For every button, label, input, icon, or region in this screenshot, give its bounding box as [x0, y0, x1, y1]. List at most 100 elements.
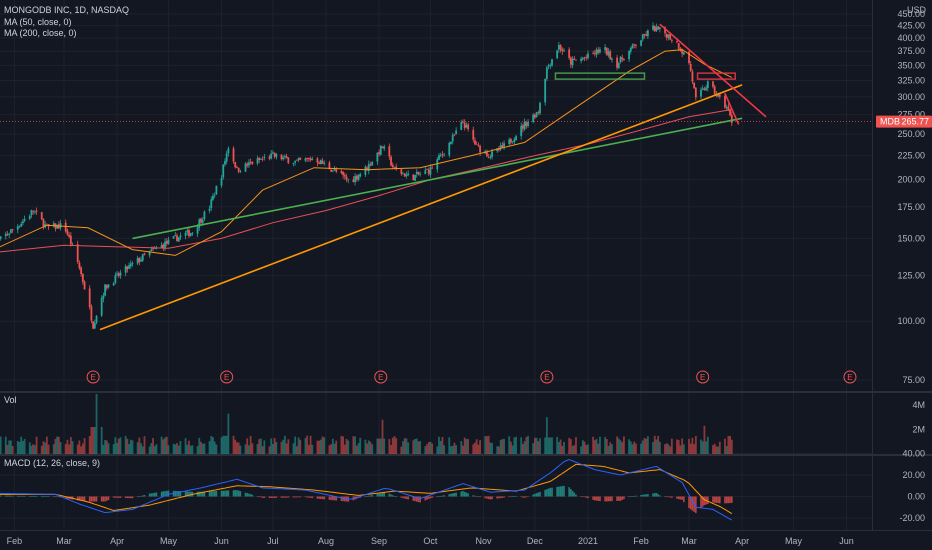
macd-histogram-bar[interactable]: [292, 496, 295, 498]
candle[interactable]: [455, 130, 458, 135]
volume-bar[interactable]: [633, 441, 636, 454]
macd-histogram-bar[interactable]: [508, 496, 511, 498]
macd-histogram-bar[interactable]: [299, 496, 302, 498]
macd-histogram-bar[interactable]: [208, 491, 211, 497]
volume-bar[interactable]: [379, 438, 382, 454]
macd-histogram-bar[interactable]: [535, 493, 538, 497]
candle[interactable]: [643, 34, 646, 36]
candle[interactable]: [689, 64, 692, 71]
macd-histogram-bar[interactable]: [489, 496, 492, 500]
macd-histogram-bar[interactable]: [573, 492, 576, 497]
volume-bar[interactable]: [549, 437, 552, 454]
candle[interactable]: [93, 323, 96, 329]
candle[interactable]: [653, 25, 656, 32]
macd-histogram-bar[interactable]: [150, 493, 153, 497]
candle[interactable]: [640, 40, 642, 46]
volume-bar[interactable]: [126, 438, 129, 454]
volume-bar[interactable]: [652, 442, 654, 454]
macd-histogram-bar[interactable]: [333, 496, 336, 501]
candle[interactable]: [667, 34, 670, 38]
macd-histogram-bar[interactable]: [426, 496, 428, 500]
candle[interactable]: [652, 25, 654, 30]
candle[interactable]: [352, 179, 355, 183]
macd-histogram-bar[interactable]: [165, 490, 168, 497]
candle[interactable]: [251, 161, 254, 165]
volume-bar[interactable]: [426, 444, 428, 454]
macd-histogram-bar[interactable]: [210, 491, 213, 497]
volume-bar[interactable]: [412, 440, 415, 454]
candle[interactable]: [88, 288, 91, 308]
macd-histogram-bar[interactable]: [520, 496, 522, 498]
candle[interactable]: [234, 162, 237, 168]
candle[interactable]: [539, 102, 541, 114]
candle[interactable]: [83, 281, 86, 290]
candle[interactable]: [438, 155, 440, 160]
macd-histogram-bar[interactable]: [515, 495, 517, 497]
volume-bar[interactable]: [234, 439, 237, 454]
macd-histogram-bar[interactable]: [282, 496, 284, 498]
candle[interactable]: [140, 259, 142, 262]
macd-histogram-bar[interactable]: [415, 496, 418, 502]
macd-histogram-bar[interactable]: [152, 493, 154, 497]
candle[interactable]: [700, 89, 702, 97]
candle[interactable]: [393, 166, 396, 168]
macd-histogram-bar[interactable]: [563, 485, 565, 497]
volume-bar[interactable]: [107, 443, 110, 454]
macd-histogram-bar[interactable]: [22, 495, 24, 497]
macd-histogram-bar[interactable]: [677, 496, 680, 500]
macd-histogram-bar[interactable]: [332, 496, 334, 501]
macd-histogram-bar[interactable]: [64, 496, 67, 499]
candle[interactable]: [66, 230, 69, 235]
macd-histogram-bar[interactable]: [679, 496, 682, 500]
macd-histogram-bar[interactable]: [407, 496, 409, 500]
volume-bar[interactable]: [152, 438, 154, 454]
candle[interactable]: [318, 162, 321, 165]
macd-histogram-bar[interactable]: [388, 493, 391, 497]
volume-bar[interactable]: [532, 443, 535, 454]
macd-histogram-bar[interactable]: [486, 496, 488, 499]
symbol-legend[interactable]: MONGODB INC, 1D, NASDAQ: [4, 5, 129, 15]
candle[interactable]: [22, 221, 24, 224]
candle[interactable]: [198, 219, 201, 228]
macd-histogram-bar[interactable]: [371, 495, 374, 497]
candle[interactable]: [287, 157, 290, 164]
macd-histogram-bar[interactable]: [681, 496, 683, 500]
macd-histogram-bar[interactable]: [719, 496, 721, 504]
candle[interactable]: [273, 152, 276, 157]
volume-bar[interactable]: [605, 439, 608, 454]
volume-bar[interactable]: [311, 444, 314, 454]
macd-histogram-bar[interactable]: [585, 496, 588, 498]
candle[interactable]: [244, 163, 247, 172]
macd-histogram-bar[interactable]: [273, 496, 276, 498]
volume-bar[interactable]: [611, 444, 613, 454]
volume-bar[interactable]: [448, 437, 451, 454]
volume-bar[interactable]: [64, 444, 67, 454]
candle[interactable]: [467, 124, 470, 130]
volume-bar[interactable]: [287, 439, 290, 454]
macd-histogram-bar[interactable]: [643, 494, 646, 497]
macd-histogram-bar[interactable]: [640, 494, 642, 497]
volume-bar[interactable]: [141, 446, 144, 454]
volume-bar[interactable]: [117, 438, 120, 454]
volume-bar[interactable]: [165, 436, 168, 454]
macd-histogram-bar[interactable]: [260, 496, 262, 498]
candle[interactable]: [57, 224, 60, 229]
macd-histogram-bar[interactable]: [547, 488, 550, 497]
macd-histogram-bar[interactable]: [556, 486, 558, 497]
candle[interactable]: [321, 160, 324, 164]
volume-bar[interactable]: [597, 443, 600, 454]
macd-histogram-bar[interactable]: [465, 492, 468, 497]
volume-bar[interactable]: [164, 437, 166, 454]
volume-bar[interactable]: [203, 443, 206, 454]
candle[interactable]: [222, 164, 225, 178]
volume-bar[interactable]: [455, 445, 458, 454]
candle[interactable]: [557, 45, 560, 50]
volume-bar[interactable]: [486, 436, 488, 454]
macd-histogram-bar[interactable]: [414, 496, 416, 502]
macd-histogram-bar[interactable]: [727, 496, 730, 504]
volume-bar[interactable]: [212, 437, 214, 454]
candle[interactable]: [427, 170, 430, 174]
macd-histogram-bar[interactable]: [383, 492, 386, 497]
volume-bar[interactable]: [52, 444, 55, 454]
trendline[interactable]: [99, 84, 743, 331]
